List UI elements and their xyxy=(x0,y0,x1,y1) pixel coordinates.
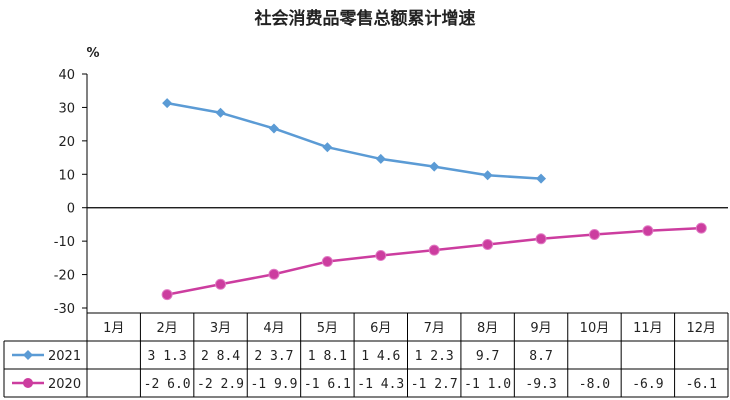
data-label: -1 4.3 xyxy=(357,377,404,392)
data-point-2021 xyxy=(322,142,333,153)
y-tick-label: -20 xyxy=(54,269,75,284)
data-point-2021 xyxy=(162,98,173,109)
category-label: 11月 xyxy=(633,321,663,336)
data-label: -2 6.0 xyxy=(144,377,191,392)
category-label: 12月 xyxy=(687,321,717,336)
data-label: -1 6.1 xyxy=(304,377,351,392)
data-label: 9.7 xyxy=(476,349,499,364)
category-label: 9月 xyxy=(530,321,551,336)
data-label: 1 4.6 xyxy=(361,349,400,364)
data-point-2021 xyxy=(268,123,279,134)
y-tick-label: 0 xyxy=(67,202,75,217)
data-point-2021 xyxy=(375,153,386,164)
data-point-2020 xyxy=(535,233,547,245)
data-label: -6.1 xyxy=(686,377,717,392)
data-point-2021 xyxy=(536,173,547,184)
category-label: 3月 xyxy=(210,321,231,336)
data-label: 2 3.7 xyxy=(254,349,293,364)
data-label: -6.9 xyxy=(632,377,663,392)
data-point-2020 xyxy=(482,238,494,250)
y-tick-label: 40 xyxy=(58,68,75,83)
data-point-2021 xyxy=(215,107,226,118)
y-tick-label: -30 xyxy=(54,302,75,317)
data-label: -1 9.9 xyxy=(250,377,297,392)
data-point-2020 xyxy=(588,228,600,240)
data-point-2020 xyxy=(642,225,654,237)
y-tick-label: 30 xyxy=(58,101,75,116)
data-label: -1 2.7 xyxy=(411,377,458,392)
data-label: -8.0 xyxy=(579,377,610,392)
data-point-2020 xyxy=(695,222,707,234)
data-point-2020 xyxy=(215,278,227,290)
category-label: 8月 xyxy=(477,321,498,336)
data-label: 3 1.3 xyxy=(148,349,187,364)
legend-label-2021: 2021 xyxy=(48,349,81,364)
data-point-2020 xyxy=(321,256,333,268)
category-label: 5月 xyxy=(317,321,338,336)
legend-marker-2021 xyxy=(23,350,33,360)
data-point-2021 xyxy=(429,161,440,172)
data-label: -1 1.0 xyxy=(464,377,511,392)
data-point-2020 xyxy=(268,268,280,280)
y-tick-label: 10 xyxy=(58,168,75,183)
category-label: 4月 xyxy=(263,321,284,336)
axes: 40 30 20 10 0 -10 -20 -30 xyxy=(54,68,728,317)
legend-label-2020: 2020 xyxy=(48,377,81,392)
data-label: 1 8.1 xyxy=(308,349,347,364)
y-unit-label: % xyxy=(86,46,99,61)
category-label: 10月 xyxy=(580,321,610,336)
y-tick-label: 20 xyxy=(58,135,75,150)
series-layer xyxy=(161,98,707,301)
data-point-2021 xyxy=(482,170,493,181)
data-label: 2 8.4 xyxy=(201,349,240,364)
data-label: 1 2.3 xyxy=(415,349,454,364)
category-label: 7月 xyxy=(424,321,445,336)
legend-marker-2020 xyxy=(23,378,33,388)
data-table: 1月 2月 3月 4月 5月 6月 7月 8月 9月 10月 11月 12月 2021 3 1.3 2 8.… xyxy=(3,308,729,398)
chart-title: 社会消费品零售总额累计增速 xyxy=(254,8,476,29)
category-label: 6月 xyxy=(370,321,391,336)
data-label: 8.7 xyxy=(529,349,552,364)
data-point-2020 xyxy=(161,289,173,301)
y-tick-label: -10 xyxy=(54,235,75,250)
series-line-2020 xyxy=(166,226,702,296)
data-point-2020 xyxy=(428,244,440,256)
series-line-2021 xyxy=(166,101,542,180)
category-label: 2月 xyxy=(156,321,177,336)
data-label: -2 2.9 xyxy=(197,377,244,392)
data-label: -9.3 xyxy=(525,377,556,392)
category-label: 1月 xyxy=(103,321,124,336)
data-point-2020 xyxy=(375,250,387,262)
